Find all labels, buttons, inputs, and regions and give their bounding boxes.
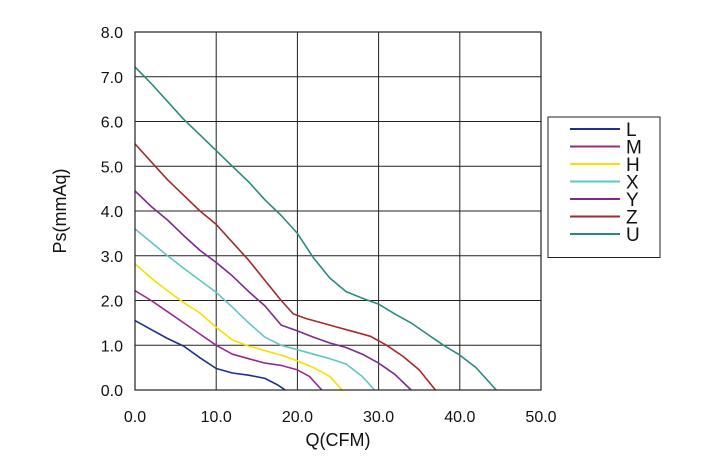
- y-tick-label: 4.0: [101, 204, 123, 221]
- y-tick-labels: 0.0 1.0 2.0 3.0 4.0 5.0 6.0 7.0 8.0: [101, 25, 123, 400]
- y-axis-label: Ps(mmAq): [50, 169, 70, 254]
- plot-frame: [134, 31, 542, 391]
- legend-box: [547, 116, 661, 258]
- series-line-y: [134, 190, 412, 391]
- series-line-u: [134, 66, 497, 391]
- legend-label-h: H: [626, 155, 640, 176]
- x-tick-label: 0.0: [124, 409, 146, 426]
- y-tick-label: 0.0: [101, 383, 123, 400]
- y-tick-label: 3.0: [101, 249, 123, 266]
- legend-label-m: M: [626, 138, 642, 159]
- series-layer: [134, 66, 497, 391]
- x-tick-label: 50.0: [525, 409, 556, 426]
- x-tick-label: 20.0: [282, 409, 313, 426]
- x-tick-label: 40.0: [444, 409, 475, 426]
- legend-label-z: Z: [626, 208, 638, 229]
- series-line-m: [134, 290, 323, 391]
- y-tick-label: 8.0: [101, 25, 123, 42]
- legend-label-y: Y: [626, 190, 639, 211]
- y-tick-label: 2.0: [101, 294, 123, 311]
- legend-label-u: U: [626, 225, 640, 246]
- x-tick-label: 10.0: [201, 409, 232, 426]
- y-tick-label: 1.0: [101, 338, 123, 355]
- x-tick-label: 30.0: [363, 409, 394, 426]
- y-tick-label: 7.0: [101, 70, 123, 87]
- y-tick-label: 5.0: [101, 159, 123, 176]
- grid: [135, 32, 541, 390]
- legend-label-x: X: [626, 173, 639, 194]
- x-axis-label: Q(CFM): [306, 430, 371, 450]
- series-line-h: [134, 263, 343, 391]
- series-line-x: [134, 228, 376, 391]
- series-line-l: [134, 319, 286, 391]
- y-tick-label: 6.0: [101, 115, 123, 132]
- x-tick-labels: 0.0 10.0 20.0 30.0 40.0 50.0: [124, 409, 557, 426]
- legend-label-l: L: [626, 120, 637, 141]
- series-line-z: [134, 143, 437, 391]
